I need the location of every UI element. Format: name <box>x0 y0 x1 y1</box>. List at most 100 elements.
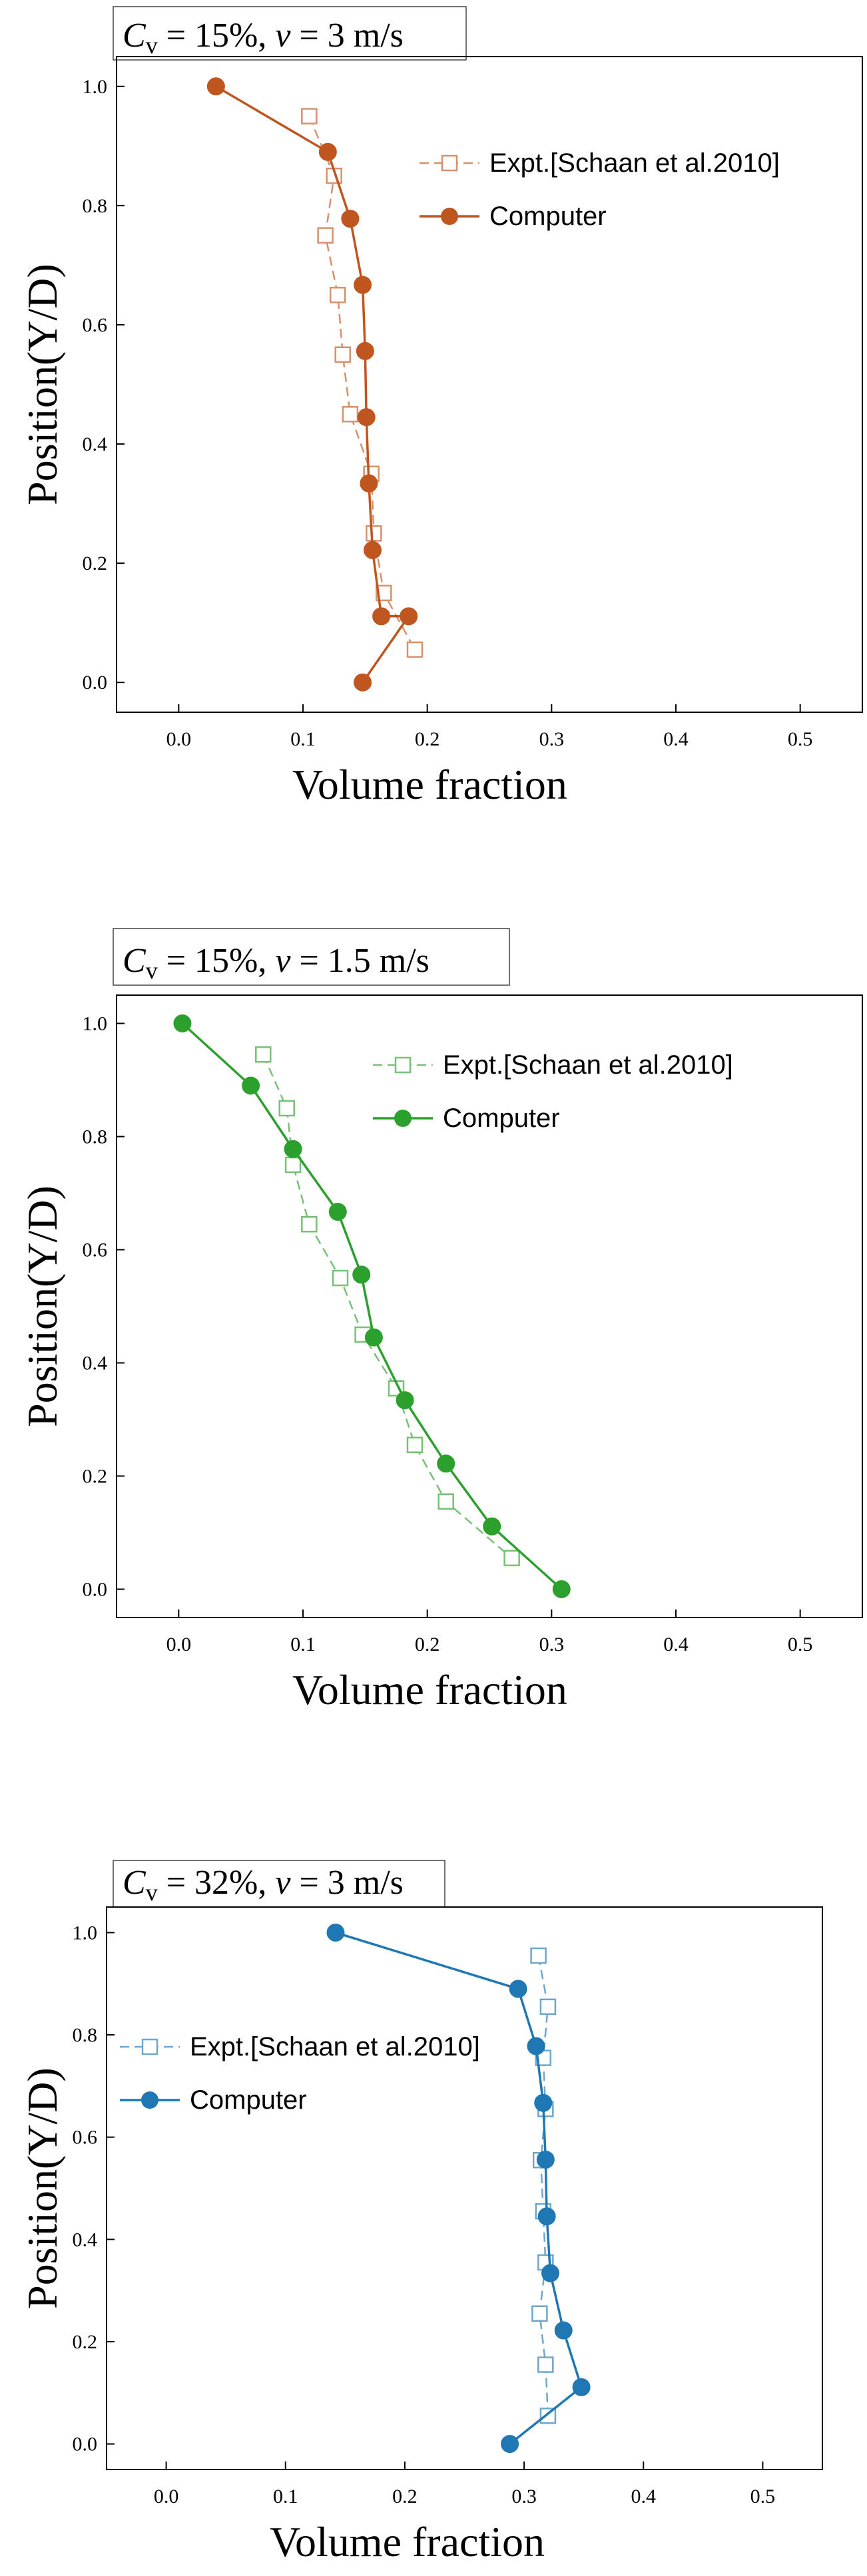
data-point-computer-10 <box>501 2435 519 2454</box>
x-tick-label: 0.2 <box>392 2485 418 2507</box>
data-point-computer-7 <box>396 1391 414 1410</box>
legend-marker-expt <box>141 2038 158 2055</box>
x-tick-label: 0.1 <box>290 728 316 750</box>
data-point-computer-10 <box>400 607 418 626</box>
y-tick-label: 0.6 <box>83 314 108 336</box>
x-tick-label: 0.0 <box>154 2485 179 2507</box>
data-point-expt-2 <box>539 1998 557 2016</box>
x-tick-label: 0.1 <box>273 2485 298 2507</box>
series-line-expt <box>262 1054 513 1559</box>
title-subscript: v <box>146 1879 158 1906</box>
x-tick-label: 0.5 <box>788 728 813 750</box>
y-tick-label: 1.0 <box>83 76 108 98</box>
data-point-computer-8 <box>364 540 382 559</box>
title-velocity-var: v <box>275 1864 291 1902</box>
y-tick-label: 0.0 <box>83 1579 108 1601</box>
x-tick-label: 0.4 <box>663 1633 689 1655</box>
data-point-computer-2 <box>318 142 337 161</box>
y-tick-label: 0.8 <box>83 195 108 217</box>
x-axis-title: Volume fraction <box>270 2518 545 2565</box>
legend-marker-computer <box>394 1110 412 1127</box>
chart-title-box <box>113 6 467 61</box>
data-point-computer-7 <box>541 2264 559 2282</box>
data-point-expt-3 <box>317 227 334 244</box>
data-point-computer-8 <box>554 2321 573 2340</box>
series-line-expt <box>308 116 416 650</box>
data-point-computer-2 <box>242 1076 260 1095</box>
x-tick-label: 0.4 <box>631 2485 657 2507</box>
chart-panel-1: Cv = 15%, v = 3 m/s 0.0 0.1 0.2 0.3 0.4 0.5 0.0… <box>19 6 863 808</box>
plot-frame <box>106 1906 823 2470</box>
title-velocity-var: v <box>275 17 291 55</box>
data-point-computer-9 <box>483 1517 501 1536</box>
y-axis-title: Position(Y/D) <box>19 264 66 505</box>
chart-title: Cv = 15%, v = 1.5 m/s <box>123 942 430 984</box>
data-point-computer-9 <box>372 607 391 626</box>
y-tick-label: 0.4 <box>73 2229 98 2251</box>
y-tick-label: 0.6 <box>83 1239 108 1261</box>
y-tick-label: 0.0 <box>73 2434 98 2456</box>
data-point-computer-5 <box>356 341 374 360</box>
data-point-computer-8 <box>437 1454 455 1473</box>
title-velocity-var: v <box>275 942 291 980</box>
x-tick-label: 0.3 <box>511 2485 537 2507</box>
x-tick-label: 0.5 <box>788 1633 813 1655</box>
x-tick-label: 0.5 <box>750 2485 776 2507</box>
data-point-computer-4 <box>354 276 372 294</box>
chart-title-box <box>113 1860 445 1908</box>
title-subscript: v <box>146 957 158 984</box>
y-tick-label: 0.8 <box>73 2024 98 2046</box>
data-point-expt-8 <box>366 525 382 542</box>
data-point-computer-1 <box>173 1014 192 1032</box>
legend-label-expt: Expt.[Schaan et al.2010] <box>190 2032 480 2061</box>
title-subscript: v <box>146 32 158 59</box>
data-point-expt-9 <box>376 584 392 602</box>
data-point-expt-4 <box>330 286 346 304</box>
x-tick-label: 0.4 <box>663 728 689 750</box>
chart-panel-2: Cv = 15%, v = 1.5 m/s 0.0 0.1 0.2 0.3 0.4 0.5 0… <box>19 928 863 1713</box>
data-point-expt-9 <box>437 1493 454 1510</box>
legend-marker-computer <box>141 2091 158 2109</box>
chart-panel-3: Cv = 32%, v = 3 m/s 0.0 0.1 0.2 0.3 0.4 0.5 0.0… <box>19 1860 823 2565</box>
data-point-computer-5 <box>352 1265 371 1284</box>
x-tick-label: 0.2 <box>415 728 440 750</box>
data-point-computer-3 <box>527 2037 545 2055</box>
series-line-computer <box>181 1022 563 1590</box>
x-tick-label: 0.1 <box>290 1633 316 1655</box>
x-tick-label: 0.0 <box>166 1633 192 1655</box>
x-tick-label: 0.2 <box>415 1633 440 1655</box>
x-tick-label: 0.0 <box>166 728 192 750</box>
data-point-computer-2 <box>509 1980 527 1998</box>
data-point-expt-1 <box>301 108 318 124</box>
data-point-expt-1 <box>530 1947 547 1964</box>
data-point-computer-4 <box>328 1203 347 1221</box>
data-point-computer-3 <box>341 210 360 228</box>
x-axis-title: Volume fraction <box>292 761 567 808</box>
legend-marker-expt <box>441 154 458 172</box>
data-point-computer-3 <box>284 1140 302 1158</box>
data-point-computer-6 <box>537 2207 556 2226</box>
title-velocity-value: = 3 m/s <box>290 1864 403 1902</box>
plot-frame <box>116 56 863 713</box>
plot-frame <box>116 994 863 1618</box>
y-axis-title: Position(Y/D) <box>19 1185 66 1427</box>
y-tick-label: 0.8 <box>83 1126 108 1148</box>
data-point-expt-8 <box>406 1436 424 1453</box>
data-point-computer-5 <box>536 2150 555 2169</box>
title-equals: = 32%, <box>158 1864 276 1902</box>
y-tick-label: 0.4 <box>83 433 108 455</box>
title-variable: C <box>123 1864 146 1902</box>
y-tick-label: 0.2 <box>73 2331 98 2353</box>
title-velocity-value: = 3 m/s <box>290 17 403 55</box>
data-point-computer-9 <box>572 2378 591 2396</box>
data-point-expt-9 <box>537 2356 554 2373</box>
data-point-computer-6 <box>364 1328 383 1347</box>
y-axis-title: Position(Y/D) <box>19 2067 66 2309</box>
data-point-computer-11 <box>354 673 372 692</box>
data-point-expt-10 <box>406 641 424 658</box>
series-line-computer <box>335 1931 583 2445</box>
y-tick-label: 0.2 <box>83 552 108 574</box>
title-equals: = 15%, <box>158 942 276 980</box>
x-axis-title: Volume fraction <box>292 1666 567 1713</box>
